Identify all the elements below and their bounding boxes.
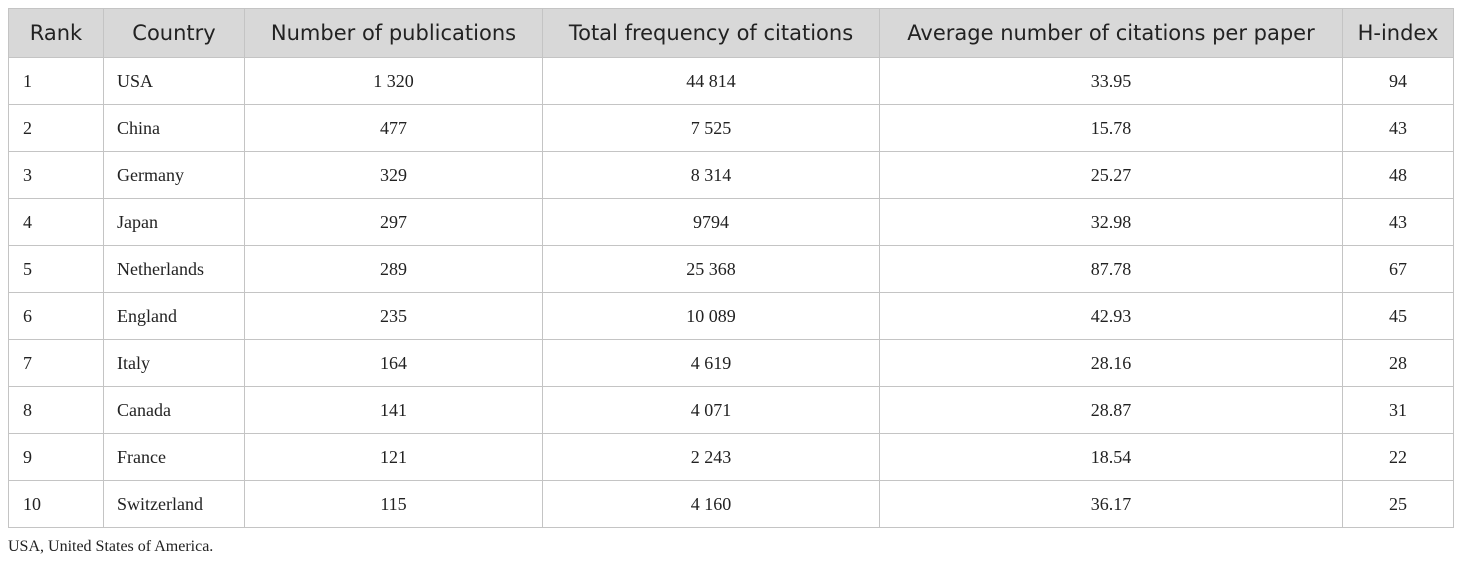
table-cell: 1 320: [244, 57, 543, 105]
table-cell: 28: [1342, 339, 1454, 387]
header-cell: H-index: [1342, 8, 1454, 58]
table-cell: 329: [244, 151, 543, 199]
table-cell: 36.17: [879, 480, 1343, 528]
table-row: 9 France 121 2 243 18.54 22: [8, 433, 1454, 481]
table-cell: 3: [8, 151, 104, 199]
table-cell: 477: [244, 104, 543, 152]
table-row: 4 Japan 297 9794 32.98 43: [8, 198, 1454, 246]
table-row: 1 USA 1 320 44 814 33.95 94: [8, 57, 1454, 105]
table-cell: 10: [8, 480, 104, 528]
table-cell: 4 160: [542, 480, 880, 528]
table-cell: 9794: [542, 198, 880, 246]
table-cell: 43: [1342, 104, 1454, 152]
header-cell: Rank: [8, 8, 104, 58]
table-cell: 28.87: [879, 386, 1343, 434]
header-cell: Country: [103, 8, 245, 58]
table-cell: USA: [103, 57, 245, 105]
table-cell: 22: [1342, 433, 1454, 481]
table-cell: 297: [244, 198, 543, 246]
table-cell: 121: [244, 433, 543, 481]
table-cell: 235: [244, 292, 543, 340]
table-row: 6 England 235 10 089 42.93 45: [8, 292, 1454, 340]
table-row: 10 Switzerland 115 4 160 36.17 25: [8, 480, 1454, 528]
header-row: Rank Country Number of publications Total f…: [8, 8, 1454, 58]
table-cell: 44 814: [542, 57, 880, 105]
table-cell: 45: [1342, 292, 1454, 340]
table-cell: Canada: [103, 386, 245, 434]
table-cell: 48: [1342, 151, 1454, 199]
table-cell: 115: [244, 480, 543, 528]
table-cell: 2: [8, 104, 104, 152]
table-cell: 141: [244, 386, 543, 434]
table-row: 3 Germany 329 8 314 25.27 48: [8, 151, 1454, 199]
table-cell: England: [103, 292, 245, 340]
table-cell: 18.54: [879, 433, 1343, 481]
table-cell: Japan: [103, 198, 245, 246]
table-cell: 94: [1342, 57, 1454, 105]
table-cell: 42.93: [879, 292, 1343, 340]
table-cell: 31: [1342, 386, 1454, 434]
data-table: Rank Country Number of publications Total f…: [8, 8, 1454, 528]
table-cell: Netherlands: [103, 245, 245, 293]
table-cell: China: [103, 104, 245, 152]
table-cell: 4: [8, 198, 104, 246]
table-row: 2 China 477 7 525 15.78 43: [8, 104, 1454, 152]
table-cell: 43: [1342, 198, 1454, 246]
table-cell: 6: [8, 292, 104, 340]
table-body: 1 USA 1 320 44 814 33.95 94 2 China 477 7 525 15.7…: [8, 57, 1454, 528]
table-cell: 7 525: [542, 104, 880, 152]
table-cell: 67: [1342, 245, 1454, 293]
table-cell: 25 368: [542, 245, 880, 293]
header-cell: Average number of citations per paper: [879, 8, 1343, 58]
table-cell: 289: [244, 245, 543, 293]
table-cell: 25.27: [879, 151, 1343, 199]
table-cell: 8: [8, 386, 104, 434]
header-cell: Number of publications: [244, 8, 543, 58]
table-row: 8 Canada 141 4 071 28.87 31: [8, 386, 1454, 434]
table-cell: 28.16: [879, 339, 1343, 387]
table-cell: 15.78: [879, 104, 1343, 152]
table-cell: 33.95: [879, 57, 1343, 105]
table-cell: 1: [8, 57, 104, 105]
table-cell: 2 243: [542, 433, 880, 481]
table-cell: 4 619: [542, 339, 880, 387]
table-cell: 25: [1342, 480, 1454, 528]
header-cell: Total frequency of citations: [542, 8, 880, 58]
table-cell: 4 071: [542, 386, 880, 434]
table-cell: France: [103, 433, 245, 481]
table-cell: 7: [8, 339, 104, 387]
table-cell: Italy: [103, 339, 245, 387]
table-cell: 9: [8, 433, 104, 481]
table-cell: 10 089: [542, 292, 880, 340]
footnote: USA, United States of America.: [8, 538, 214, 555]
table-cell: 8 314: [542, 151, 880, 199]
table-cell: 87.78: [879, 245, 1343, 293]
table-cell: Switzerland: [103, 480, 245, 528]
table-cell: 5: [8, 245, 104, 293]
table-cell: 32.98: [879, 198, 1343, 246]
table-row: 5 Netherlands 289 25 368 87.78 67: [8, 245, 1454, 293]
table-cell: 164: [244, 339, 543, 387]
table-cell: Germany: [103, 151, 245, 199]
table-row: 7 Italy 164 4 619 28.16 28: [8, 339, 1454, 387]
